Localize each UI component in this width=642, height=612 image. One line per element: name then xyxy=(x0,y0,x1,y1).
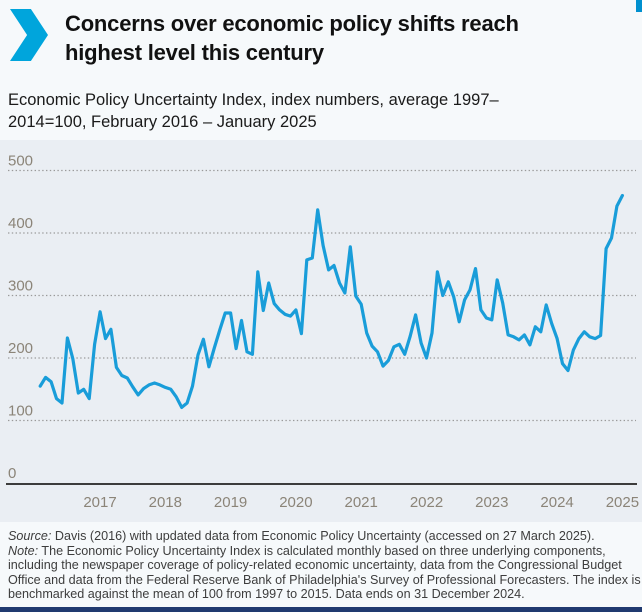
chart-svg: 0 100 200 300 400 500 2017 2018 2019 2020 2021 2022… xyxy=(6,153,639,511)
x-tick-label: 2025 xyxy=(606,494,639,511)
corner-brand-square xyxy=(636,0,642,12)
x-tick-label: 2019 xyxy=(214,494,247,511)
y-tick-label: 300 xyxy=(8,278,33,295)
note-label: Note: xyxy=(8,543,39,558)
source-text: Davis (2016) with updated data from Econ… xyxy=(54,529,595,543)
chart-footnotes: Source: Davis (2016) with updated data f… xyxy=(8,529,642,602)
chevron-right-icon xyxy=(10,9,48,61)
source-note: Source: Davis (2016) with updated data f… xyxy=(8,529,642,544)
source-label: Source: xyxy=(8,529,52,543)
y-tick-label: 400 xyxy=(8,215,33,232)
y-tick-label: 0 xyxy=(8,465,16,482)
x-tick-label: 2017 xyxy=(83,494,116,511)
x-tick-label: 2022 xyxy=(410,494,443,511)
x-tick-label: 2018 xyxy=(149,494,182,511)
method-note: Note: The Economic Policy Uncertainty In… xyxy=(8,544,642,602)
y-tick-label: 500 xyxy=(8,153,33,170)
x-tick-label: 2021 xyxy=(345,494,378,511)
x-tick-label: 2020 xyxy=(279,494,312,511)
bottom-accent-bar xyxy=(0,607,642,612)
page-title-line2: highest level this century xyxy=(65,40,324,65)
y-tick-label: 100 xyxy=(8,403,33,420)
x-tick-label: 2024 xyxy=(540,494,573,511)
page-title: Concerns over economic policy shifts rea… xyxy=(65,9,605,67)
note-text: The Economic Policy Uncertainty Index is… xyxy=(8,543,641,602)
chart-subtitle-line1: Economic Policy Uncertainty Index, index… xyxy=(8,91,499,109)
chart-plot-area: 0 100 200 300 400 500 2017 2018 2019 2020 2021 2022… xyxy=(0,140,642,522)
epu-line xyxy=(38,193,625,409)
x-tick-label: 2023 xyxy=(475,494,508,511)
chart-subtitle-line2: 2014=100, February 2016 – January 2025 xyxy=(8,113,317,131)
page-title-line1: Concerns over economic policy shifts rea… xyxy=(65,11,519,36)
y-tick-label: 200 xyxy=(8,340,33,357)
chart-subtitle: Economic Policy Uncertainty Index, index… xyxy=(8,89,628,133)
